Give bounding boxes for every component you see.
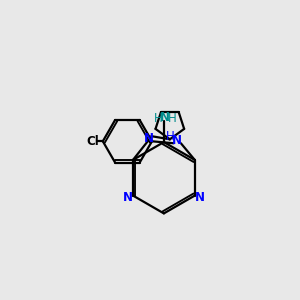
Text: N: N [160, 111, 170, 124]
Text: H: H [166, 130, 175, 142]
Text: Cl: Cl [86, 135, 99, 148]
Text: N: N [123, 191, 133, 204]
Text: N: N [195, 191, 205, 204]
Text: H: H [154, 112, 162, 125]
Text: H: H [167, 112, 176, 125]
Text: N: N [172, 134, 182, 147]
Text: N: N [144, 132, 154, 145]
